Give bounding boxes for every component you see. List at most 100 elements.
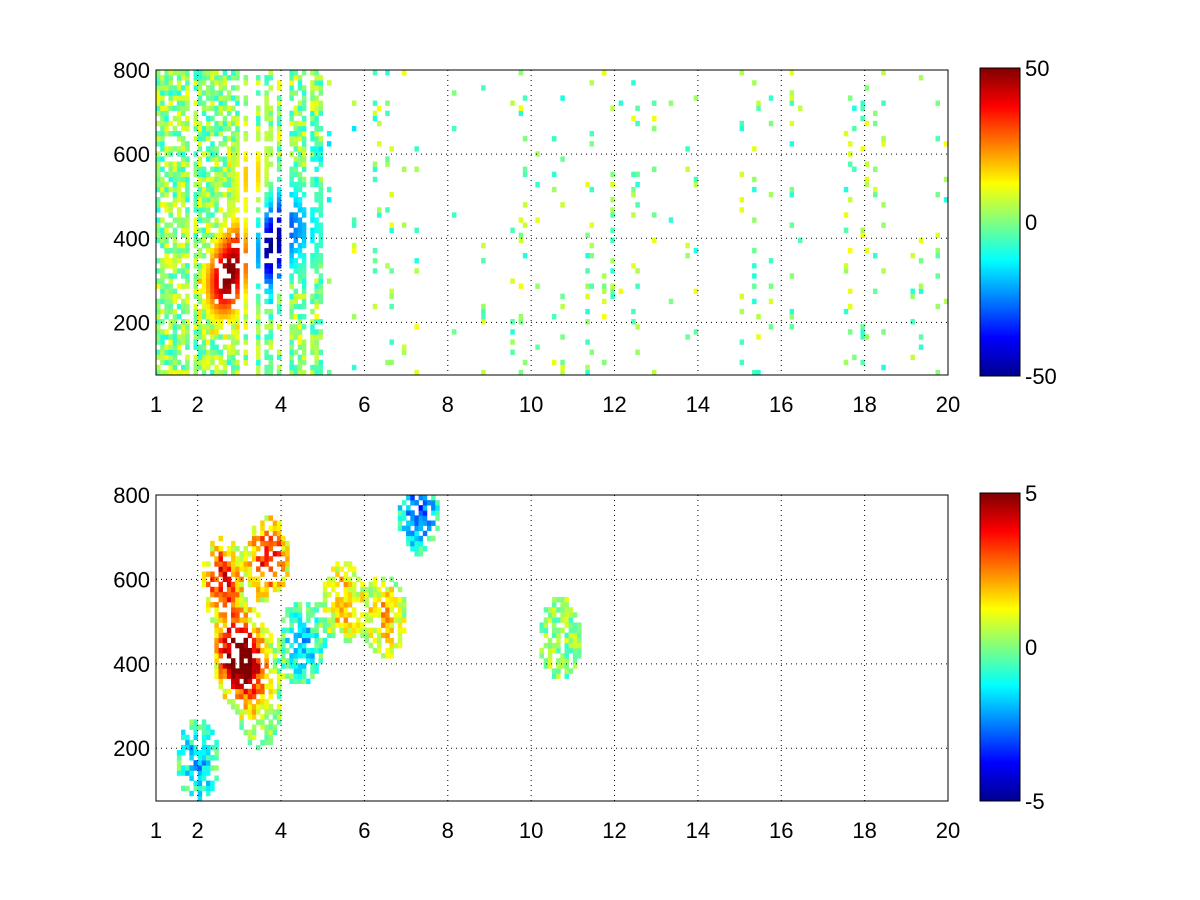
heatmap-cell bbox=[797, 105, 803, 111]
heatmap-cell bbox=[156, 227, 161, 233]
heatmap-cell bbox=[410, 540, 415, 547]
heatmap-cell bbox=[156, 237, 161, 244]
heatmap-cell bbox=[201, 303, 207, 310]
heatmap-cell bbox=[226, 110, 232, 117]
heatmap-cell bbox=[289, 85, 294, 91]
heatmap-cell bbox=[243, 339, 249, 345]
heatmap-cell bbox=[297, 253, 303, 259]
heatmap-cell bbox=[789, 324, 795, 330]
heatmap-cell bbox=[222, 161, 228, 167]
heatmap-cell bbox=[768, 283, 774, 289]
heatmap-cell bbox=[235, 704, 240, 710]
heatmap-cell bbox=[160, 105, 165, 111]
heatmap-cell bbox=[272, 520, 278, 526]
heatmap-cell bbox=[268, 693, 274, 700]
heatmap-cell bbox=[197, 790, 203, 797]
heatmap-cell bbox=[297, 668, 303, 674]
heatmap-cell bbox=[210, 602, 215, 608]
heatmap-cell bbox=[214, 586, 219, 593]
heatmap-cell bbox=[351, 591, 357, 598]
heatmap-cell bbox=[168, 359, 173, 366]
heatmap-cell bbox=[364, 602, 369, 608]
heatmap-cell bbox=[264, 597, 269, 603]
heatmap-cell bbox=[222, 253, 228, 259]
heatmap-cell bbox=[214, 546, 219, 552]
heatmap-cell bbox=[156, 70, 161, 76]
heatmap-cell bbox=[218, 105, 223, 111]
heatmap-cell bbox=[752, 217, 757, 223]
heatmap-cell bbox=[160, 202, 165, 208]
heatmap-cell bbox=[226, 319, 232, 325]
heatmap-cell bbox=[172, 166, 178, 172]
heatmap-cell bbox=[276, 688, 282, 695]
heatmap-cell bbox=[276, 298, 282, 305]
heatmap-cell bbox=[256, 156, 261, 162]
heatmap-cell bbox=[226, 242, 232, 249]
heatmap-cell bbox=[572, 653, 578, 659]
heatmap-cell bbox=[685, 334, 690, 340]
heatmap-cell bbox=[172, 131, 178, 137]
heatmap-cell bbox=[572, 637, 578, 644]
heatmap-cell bbox=[518, 70, 524, 76]
heatmap-cell bbox=[564, 653, 569, 659]
heatmap-cell bbox=[343, 581, 349, 588]
heatmap-cell bbox=[176, 207, 182, 213]
heatmap-cell bbox=[226, 688, 232, 695]
heatmap-cell bbox=[210, 329, 215, 335]
heatmap-cell bbox=[218, 242, 223, 249]
heatmap-cell bbox=[268, 207, 274, 213]
heatmap-cell bbox=[214, 561, 219, 567]
heatmap-cell bbox=[401, 500, 407, 506]
heatmap-cell bbox=[860, 105, 865, 111]
heatmap-cell bbox=[847, 329, 853, 335]
heatmap-cell bbox=[318, 653, 324, 659]
heatmap-cell bbox=[231, 217, 236, 223]
heatmap-cell bbox=[589, 349, 594, 355]
heatmap-cell bbox=[193, 192, 198, 198]
heatmap-cell bbox=[226, 75, 232, 81]
heatmap-cell bbox=[201, 785, 207, 792]
heatmap-cell bbox=[310, 334, 315, 340]
heatmap-cell bbox=[206, 760, 211, 766]
heatmap-cell bbox=[168, 273, 173, 279]
heatmap-cell bbox=[197, 359, 203, 366]
x-tick-label: 2 bbox=[192, 392, 204, 417]
heatmap-cell bbox=[206, 765, 211, 771]
heatmap-cell bbox=[293, 202, 299, 208]
heatmap-cell bbox=[243, 171, 249, 178]
heatmap-cell bbox=[256, 242, 261, 249]
heatmap-cell bbox=[243, 131, 249, 137]
heatmap-cell bbox=[164, 369, 169, 375]
heatmap-cell bbox=[226, 136, 232, 142]
heatmap-cell bbox=[247, 581, 253, 588]
heatmap-cell bbox=[318, 110, 324, 117]
heatmap-cell bbox=[331, 627, 336, 633]
heatmap-cell bbox=[235, 288, 240, 294]
heatmap-cell bbox=[185, 354, 190, 361]
heatmap-cell bbox=[231, 298, 236, 305]
colorbar-tick-label: 0 bbox=[1025, 635, 1037, 660]
heatmap-cell bbox=[264, 263, 269, 269]
heatmap-cell bbox=[693, 181, 699, 188]
heatmap-cell bbox=[243, 197, 249, 203]
heatmap-cell bbox=[164, 303, 169, 310]
heatmap-cell bbox=[222, 314, 228, 320]
heatmap-cell bbox=[739, 359, 745, 366]
heatmap-cell bbox=[289, 303, 294, 310]
heatmap-cell bbox=[547, 617, 553, 623]
heatmap-cell bbox=[172, 308, 178, 315]
heatmap-cell bbox=[556, 668, 561, 674]
heatmap-cell bbox=[347, 591, 353, 598]
heatmap-cell bbox=[235, 546, 240, 552]
heatmap-cell bbox=[256, 217, 261, 223]
heatmap-cell bbox=[301, 653, 307, 659]
heatmap-cell bbox=[206, 171, 211, 178]
heatmap-cell bbox=[176, 334, 182, 340]
heatmap-cell bbox=[231, 551, 236, 557]
heatmap-cell bbox=[268, 556, 274, 562]
heatmap-cell bbox=[206, 324, 211, 330]
heatmap-cell bbox=[843, 186, 849, 193]
heatmap-cell bbox=[226, 591, 232, 598]
heatmap-cell bbox=[289, 131, 294, 137]
heatmap-cell bbox=[197, 298, 203, 305]
